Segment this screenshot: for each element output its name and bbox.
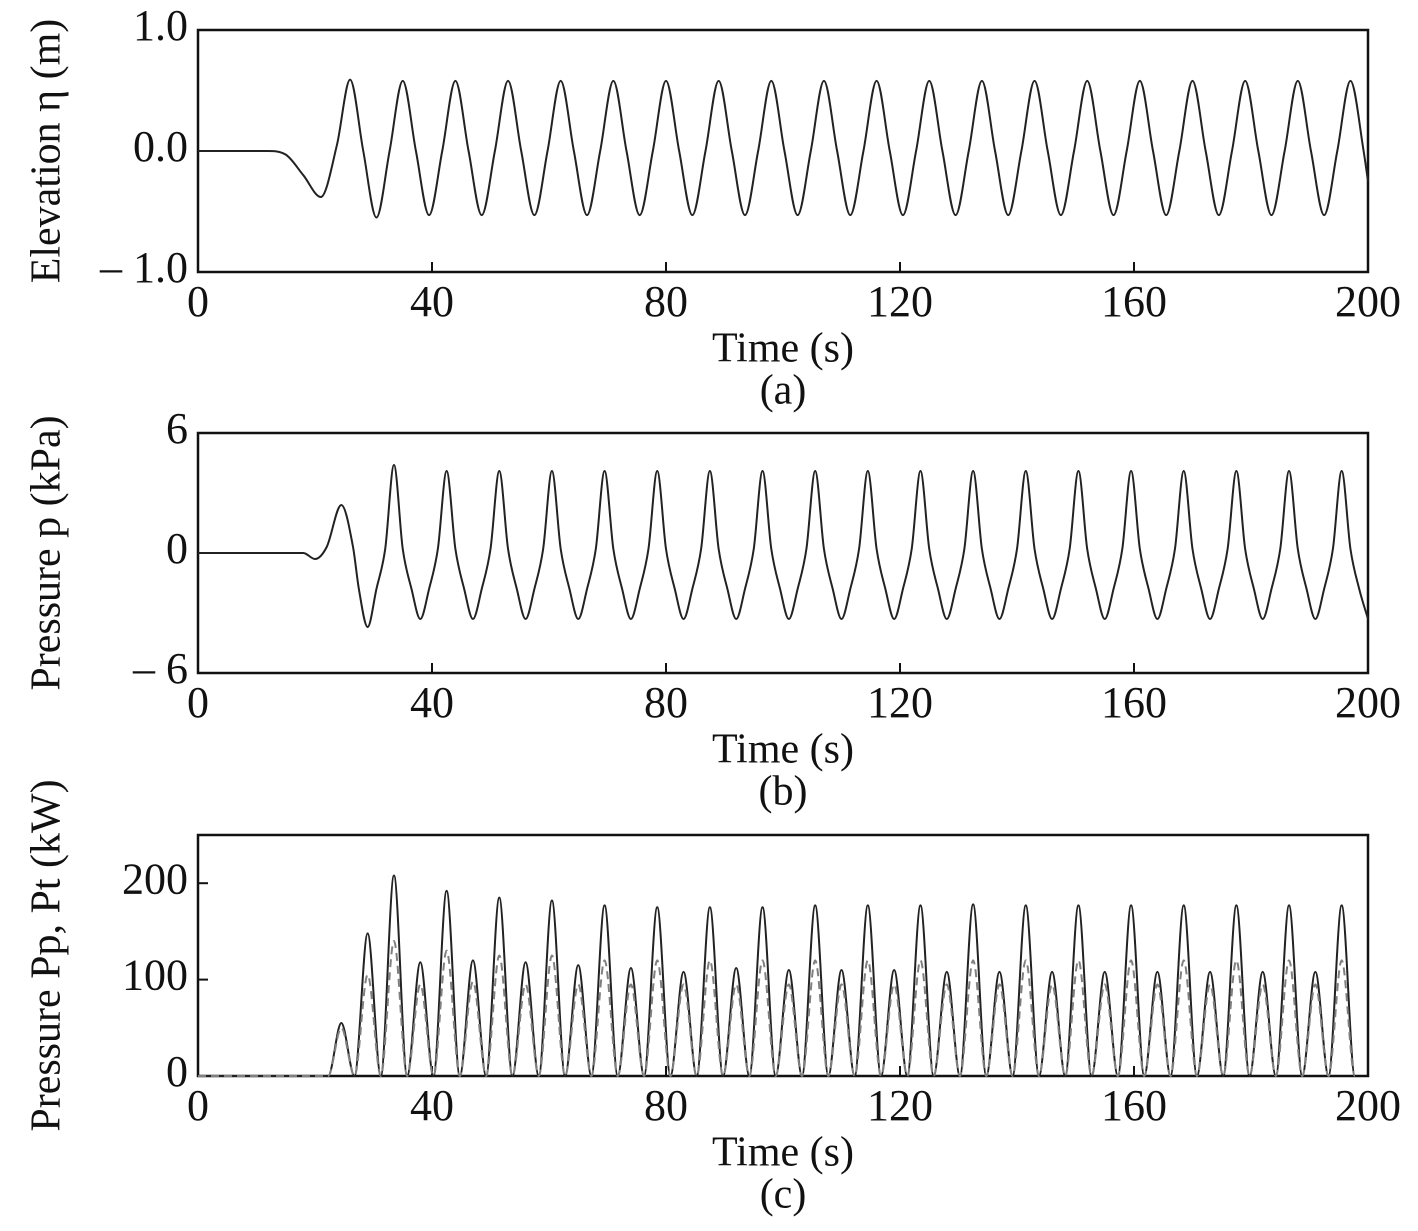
x-axis-label: Time (s)	[712, 727, 854, 773]
data-line	[198, 78, 1369, 219]
x-tick-label: 0	[187, 678, 209, 727]
x-tick-label: 200	[1335, 678, 1401, 727]
x-tick-label: 200	[1335, 1081, 1401, 1130]
x-tick-label: 120	[867, 277, 933, 326]
caption: (b)	[759, 769, 808, 815]
x-tick-label: 40	[410, 277, 454, 326]
x-tick-label: 80	[644, 1081, 688, 1130]
x-tick-label: 80	[644, 277, 688, 326]
x-tick-label: 160	[1101, 1081, 1167, 1130]
y-tick-label: 0.0	[133, 122, 188, 171]
x-axis-label: Time (s)	[712, 1130, 854, 1176]
caption: (c)	[760, 1172, 807, 1218]
caption: (a)	[760, 368, 807, 414]
y-tick-label: 6	[166, 404, 188, 453]
y-tick-label: 0	[166, 1047, 188, 1096]
y-tick-label: 200	[122, 854, 188, 903]
x-tick-label: 160	[1101, 678, 1167, 727]
y-tick-label: 1.0	[133, 1, 188, 50]
x-tick-label: 120	[867, 678, 933, 727]
data-line	[198, 940, 1356, 1078]
y-tick-label: 0	[166, 524, 188, 573]
x-tick-label: 160	[1101, 277, 1167, 326]
y-axis-label: Pressure p (kPa)	[24, 415, 70, 690]
x-tick-label: 200	[1335, 277, 1401, 326]
y-tick-label: – 6	[132, 644, 188, 693]
y-axis-label: Pressure Pp, Pt (kW)	[24, 779, 70, 1131]
x-tick-label: 0	[187, 1081, 209, 1130]
data-line	[198, 463, 1369, 629]
x-tick-label: 120	[867, 1081, 933, 1130]
x-axis-label: Time (s)	[712, 326, 854, 372]
x-tick-label: 40	[410, 1081, 454, 1130]
x-tick-label: 0	[187, 277, 209, 326]
plot-frame	[196, 833, 1370, 1078]
y-tick-label: 100	[122, 951, 188, 1000]
plot-frame	[196, 28, 1370, 274]
y-axis-label: Elevation η (m)	[24, 19, 70, 284]
y-tick-label: – 1.0	[99, 243, 188, 292]
x-tick-label: 80	[644, 678, 688, 727]
data-line	[198, 874, 1356, 1078]
x-tick-label: 40	[410, 678, 454, 727]
